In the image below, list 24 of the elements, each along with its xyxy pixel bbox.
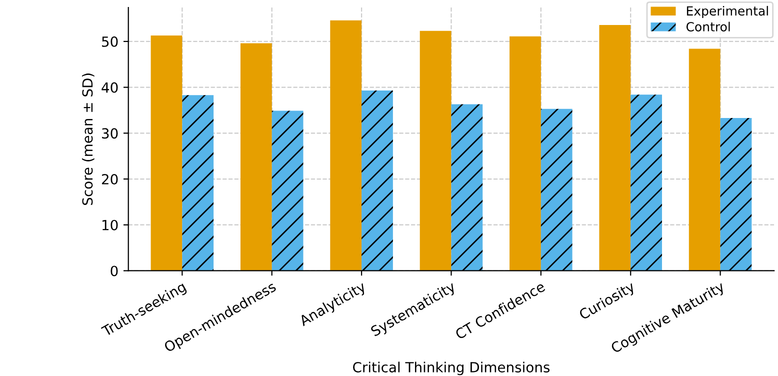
bar	[510, 36, 541, 271]
legend-label: Experimental	[686, 6, 768, 18]
legend-label: Control	[686, 22, 730, 32]
y-tick-label: 20	[102, 174, 118, 184]
y-tick-label: 50	[102, 36, 118, 47]
bar	[420, 30, 452, 271]
y-tick-label: 10	[102, 220, 118, 230]
bar	[240, 43, 272, 271]
bar	[599, 24, 631, 271]
y-tick-label: 0	[110, 266, 118, 276]
bar	[330, 20, 362, 271]
bar	[182, 95, 214, 271]
bar	[451, 104, 483, 271]
y-tick-label: 40	[102, 82, 118, 93]
bar	[272, 110, 304, 271]
bar	[150, 35, 182, 271]
bar	[540, 108, 572, 271]
bar	[362, 90, 393, 271]
bar	[630, 94, 662, 271]
bar	[688, 48, 720, 271]
y-tick-label: 30	[102, 128, 118, 139]
x-axis-title: Critical Thinking Dimensions	[353, 362, 550, 376]
y-axis-title: Score (mean ± SD)	[82, 74, 94, 205]
bar	[720, 118, 752, 271]
